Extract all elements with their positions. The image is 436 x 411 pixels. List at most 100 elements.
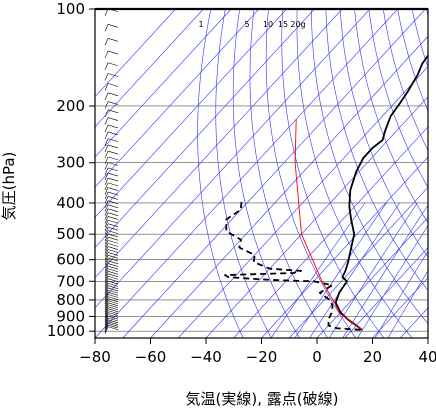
- wind-barb-flag: [104, 257, 109, 266]
- wind-barb: [107, 109, 119, 114]
- wind-barb: [107, 150, 119, 155]
- wind-barb-flag: [104, 276, 109, 284]
- wind-barb-flag: [104, 156, 109, 165]
- wind-barb-flag: [104, 243, 109, 251]
- wind-barb: [107, 187, 119, 191]
- wind-barb-flag: [104, 306, 109, 314]
- background-grid: [95, 9, 428, 338]
- wind-barb-flag: [104, 150, 109, 159]
- wind-barb: [107, 292, 119, 296]
- wind-barb-flag: [104, 300, 109, 308]
- wind-barb-flag: [104, 310, 109, 318]
- wind-barb: [107, 324, 119, 329]
- dry-adiabat-line: [383, 9, 428, 152]
- wind-barb: [107, 271, 119, 275]
- isotherm-line: [95, 9, 204, 128]
- wind-barb-flag: [104, 326, 109, 334]
- isotherm-line: [427, 337, 428, 338]
- wind-barb-flag: [104, 131, 109, 140]
- dry-adiabat-line: [368, 9, 428, 188]
- isotherm-line: [95, 9, 176, 98]
- wind-barb: [107, 278, 119, 282]
- wind-barb-flag: [104, 317, 109, 326]
- wind-barb: [107, 162, 119, 166]
- wind-barb: [107, 246, 119, 250]
- wind-barb: [107, 315, 119, 320]
- isotherm-line: [150, 35, 428, 338]
- wind-barb: [107, 62, 119, 67]
- wind-barb-flag: [104, 321, 109, 329]
- y-tick-label: 400: [56, 194, 85, 212]
- wind-barb: [107, 252, 119, 256]
- wind-barb: [107, 50, 119, 55]
- wind-barb: [107, 326, 119, 331]
- x-tick-label: 20: [363, 348, 382, 366]
- dry-adiabat-line: [265, 9, 357, 338]
- wind-barb: [107, 167, 119, 172]
- wind-barb-flag: [104, 212, 109, 220]
- isotherm-line: [205, 96, 428, 338]
- isotherm-line: [95, 9, 343, 279]
- wind-barb-flag: [104, 172, 109, 181]
- mixing-ratio-label: 15: [278, 20, 288, 29]
- isotherm-line: [95, 9, 315, 248]
- wind-barb: [107, 280, 119, 285]
- wind-barb: [107, 275, 119, 280]
- isotherm-line: [178, 66, 428, 338]
- wind-barb-flag: [104, 304, 109, 312]
- isotherm-line: [233, 126, 428, 338]
- wind-barb-flag: [104, 177, 109, 186]
- x-tick-label: −60: [135, 348, 167, 366]
- wind-barb: [107, 196, 119, 200]
- x-tick-label: 0: [312, 348, 322, 366]
- wind-barb-flag: [104, 324, 109, 333]
- wind-barb-flag: [104, 296, 109, 304]
- isotherm-line: [316, 216, 428, 338]
- y-tick-label: 800: [56, 291, 85, 309]
- wind-barb-flag: [104, 294, 109, 302]
- wind-barb-flag: [104, 252, 109, 260]
- wind-barb: [107, 302, 119, 307]
- isotherm-line: [289, 186, 428, 338]
- plot-border: [94, 8, 429, 339]
- dewpoint-line: [224, 199, 361, 331]
- dry-adiabat-line: [325, 9, 428, 292]
- mixing-ratio-labels: 1 5 10 15 20g: [198, 20, 305, 29]
- wind-barb-flag: [104, 246, 109, 254]
- wind-barb-flag: [104, 162, 109, 170]
- isotherm-line: [95, 9, 371, 309]
- wind-barb: [107, 296, 119, 300]
- wind-barb: [107, 268, 119, 273]
- wind-barb-flag: [104, 73, 109, 81]
- wind-barb: [107, 323, 119, 327]
- x-tick-label: −20: [246, 348, 278, 366]
- wind-barb: [107, 310, 119, 314]
- wind-barb: [107, 304, 119, 309]
- y-tick-label: 600: [56, 251, 85, 269]
- wind-barb-flag: [104, 290, 109, 298]
- y-tick-label: 200: [56, 97, 85, 115]
- mixing-ratio-line: [329, 202, 418, 338]
- wind-barb-flag: [104, 266, 109, 274]
- dry-adiabat-line: [339, 9, 428, 258]
- wind-barb-flag: [104, 285, 109, 293]
- dry-adiabat-line: [311, 9, 428, 325]
- wind-barb: [107, 300, 119, 305]
- wind-barb-flag: [104, 237, 109, 245]
- wind-barb-flag: [104, 200, 109, 208]
- isotherm-line: [95, 9, 232, 158]
- wind-barb-flag: [104, 24, 109, 32]
- wind-barb: [107, 223, 119, 228]
- wind-barb: [107, 260, 119, 265]
- wind-barb-flag: [104, 255, 109, 263]
- isotherm-line: [95, 9, 260, 188]
- wind-barb: [107, 124, 119, 129]
- wind-barb: [107, 287, 119, 292]
- wind-barb-flag: [104, 216, 109, 224]
- dry-adiabat-line: [296, 9, 413, 338]
- wind-barb: [107, 177, 119, 182]
- plot-frame: [94, 7, 429, 339]
- wind-barb: [107, 236, 119, 241]
- parcel-line: [294, 119, 363, 331]
- x-axis-title: 気温(実線), 露点(破線): [186, 390, 339, 408]
